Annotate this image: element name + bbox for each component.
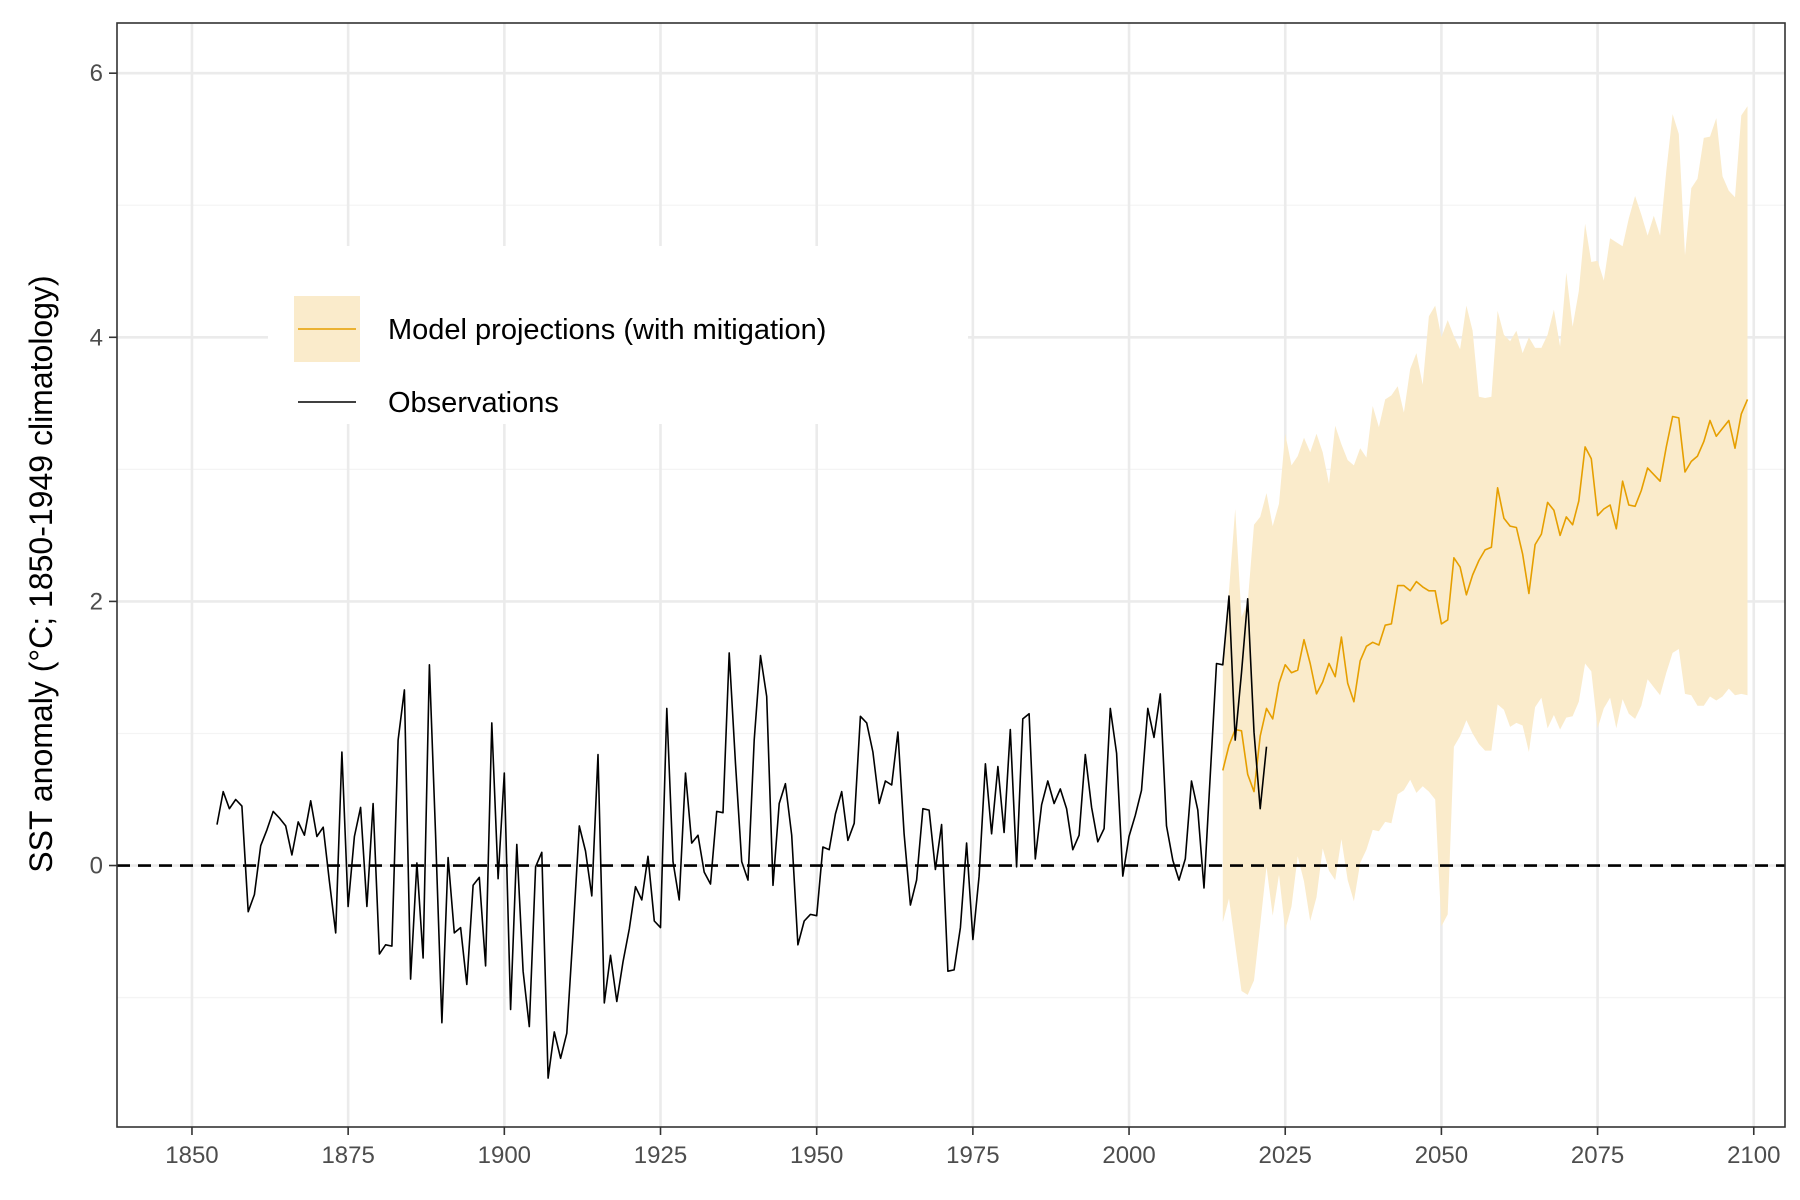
y-tick-label: 0 [90,853,103,880]
legend: Model projections (with mitigation) Obser… [268,246,968,424]
x-tick-label: 1850 [165,1142,218,1169]
x-tick-label: 2025 [1259,1142,1312,1169]
legend-label-projection: Model projections (with mitigation) [388,314,826,346]
projection-line [1222,399,1749,793]
x-tick-label: 1900 [478,1142,531,1169]
legend-label-observations: Observations [388,387,559,419]
legend-background [268,246,968,424]
x-axis: 1850 1875 1900 1925 1950 1975 2000 2025 2050 2075… [165,1127,1780,1169]
x-tick-label: 2100 [1727,1142,1780,1169]
y-tick-label: 4 [90,324,103,351]
x-tick-label: 2050 [1415,1142,1468,1169]
panel-border [116,22,1786,1128]
minor-grid [117,204,1785,999]
observations-line [216,595,1268,1079]
x-tick-label: 2075 [1571,1142,1624,1169]
x-tick-label: 1975 [946,1142,999,1169]
y-axis-title: SST anomaly (°C; 1850-1949 climatology) [23,275,59,872]
y-axis: 0 2 4 6 [90,60,117,880]
x-tick-label: 1925 [634,1142,687,1169]
x-tick-label: 1875 [321,1142,374,1169]
x-tick-label: 2000 [1102,1142,1155,1169]
y-tick-label: 6 [90,60,103,87]
x-tick-label: 1950 [790,1142,843,1169]
y-tick-label: 2 [90,588,103,615]
series-layer [216,399,1749,1079]
